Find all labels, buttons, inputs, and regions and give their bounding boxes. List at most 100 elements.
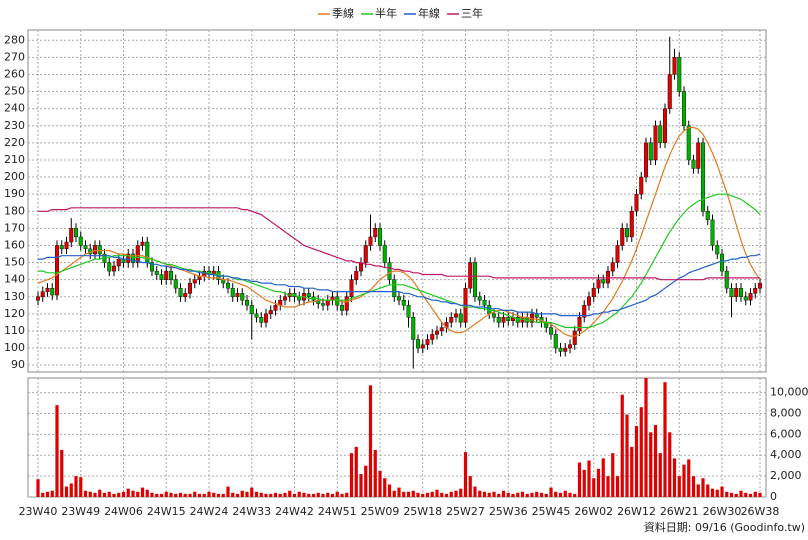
x-tick-label: 23W40 xyxy=(19,505,58,518)
price-panel xyxy=(27,29,767,373)
volume-bar xyxy=(406,491,411,497)
x-tick-label: 26W02 xyxy=(574,505,613,518)
candle-body xyxy=(734,288,739,297)
volume-bar xyxy=(88,491,92,497)
y-tick-label: 90 xyxy=(11,358,25,371)
volume-bar xyxy=(501,490,506,497)
candle-body xyxy=(658,125,663,144)
candle-body xyxy=(601,279,606,284)
candle-body xyxy=(696,142,701,169)
x-tick-label: 24W51 xyxy=(318,505,357,518)
volume-bar xyxy=(706,484,710,497)
volume-bar xyxy=(397,487,401,497)
x-tick-label: 24W15 xyxy=(147,505,186,518)
volume-bar xyxy=(207,491,211,497)
candle-body xyxy=(154,270,159,275)
volume-bar xyxy=(701,478,705,497)
candle-body xyxy=(587,296,592,306)
volume-bar xyxy=(321,493,325,497)
candle-body xyxy=(477,296,482,301)
candle-body xyxy=(625,228,630,238)
candle-body xyxy=(686,125,691,161)
volume-bar xyxy=(145,489,149,497)
volume-bar xyxy=(240,490,244,497)
candle-body xyxy=(321,303,326,306)
candle-body xyxy=(420,344,425,349)
volume-bar xyxy=(69,483,73,497)
candle-body xyxy=(648,142,653,161)
y-tick-label: 230 xyxy=(4,119,25,132)
volume-bar xyxy=(197,493,202,497)
candle-body xyxy=(473,262,478,297)
candle-body xyxy=(392,279,397,297)
ma-line xyxy=(38,207,760,281)
y-tick-label: 200 xyxy=(4,170,25,183)
volume-bar xyxy=(378,470,382,497)
volume-bar xyxy=(463,452,468,497)
volume-bar xyxy=(668,432,672,497)
volume-bar xyxy=(682,464,686,497)
candle-body xyxy=(743,296,748,301)
candle-body xyxy=(259,317,264,323)
y-tick-label: 130 xyxy=(4,290,25,303)
candle-body xyxy=(568,344,573,349)
candle-body xyxy=(492,313,497,318)
y-tick-label: 250 xyxy=(4,85,25,98)
volume-bar xyxy=(364,465,368,497)
y-tick-label: 140 xyxy=(4,273,25,286)
candle-body xyxy=(401,299,406,306)
volume-bar xyxy=(677,476,681,497)
volume-bar xyxy=(639,407,643,497)
volume-bar xyxy=(449,491,453,497)
y-tick-label: 100 xyxy=(4,341,25,354)
volume-bar xyxy=(169,492,173,497)
candle-body xyxy=(73,228,78,238)
volume-bar xyxy=(117,492,121,497)
candle-body xyxy=(159,274,164,280)
volume-bar xyxy=(411,490,415,497)
volume-bar xyxy=(178,492,183,497)
x-tick-label: 25W45 xyxy=(532,505,571,518)
candle-body xyxy=(553,334,558,349)
candle-body xyxy=(416,339,421,349)
candle-body xyxy=(515,317,520,323)
candle-body xyxy=(667,74,672,109)
candle-body xyxy=(254,313,259,318)
volume-bar xyxy=(345,492,349,497)
x-tick-label: 24W33 xyxy=(232,505,271,518)
volume-tick-label: 8,000 xyxy=(770,406,802,419)
volume-bar xyxy=(188,493,192,497)
candle-body xyxy=(663,108,668,144)
candle-body xyxy=(629,211,634,238)
volume-bar xyxy=(440,492,444,497)
volume-bar xyxy=(155,493,159,497)
candle-body xyxy=(387,262,392,280)
candle-body xyxy=(449,317,454,323)
volume-bar xyxy=(368,385,373,497)
volume-bar xyxy=(392,490,396,497)
candle-body xyxy=(620,228,625,246)
y-tick-label: 180 xyxy=(4,204,25,217)
candle-body xyxy=(739,288,744,297)
volume-bar xyxy=(558,492,563,497)
candle-body xyxy=(758,282,763,289)
volume-bar xyxy=(340,493,344,497)
legend-label: 三年 xyxy=(461,6,483,20)
volume-bar xyxy=(430,491,434,497)
volume-bar xyxy=(121,491,126,497)
candle-body xyxy=(349,279,354,297)
candle-body xyxy=(183,293,188,297)
candle-body xyxy=(558,347,563,352)
volume-bar xyxy=(710,488,715,497)
candle-body xyxy=(639,176,644,195)
volume-bar xyxy=(221,493,225,497)
volume-bar xyxy=(539,492,544,497)
volume-bar xyxy=(615,476,620,497)
candle-body xyxy=(378,228,383,246)
volume-bar xyxy=(658,453,662,497)
volume-bar xyxy=(739,490,743,497)
volume-bar xyxy=(36,479,40,497)
candle-body xyxy=(563,347,568,352)
volume-bar xyxy=(720,486,724,497)
